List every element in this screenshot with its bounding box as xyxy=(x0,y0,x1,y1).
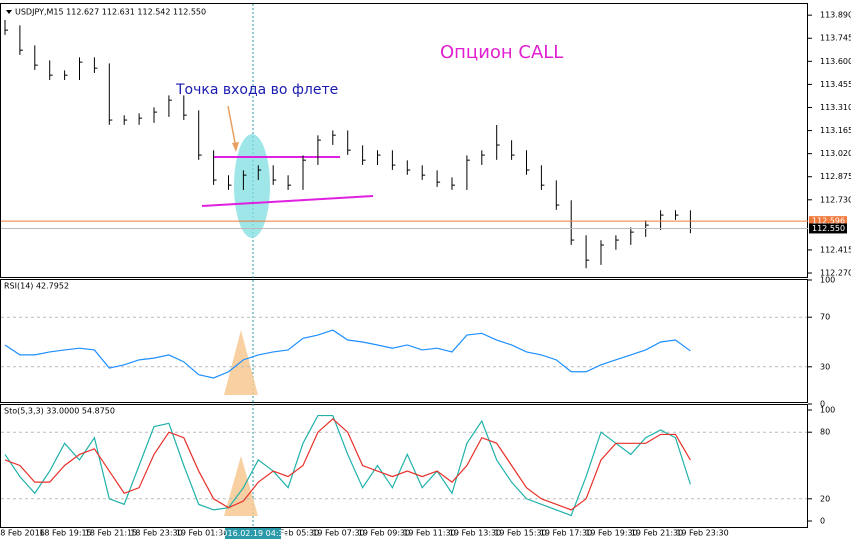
y-tick-label: 112.415 xyxy=(820,245,851,254)
stoch-triangle xyxy=(224,456,258,516)
price-label: 112.550 xyxy=(812,224,845,233)
y-tick-label: 20 xyxy=(820,494,830,503)
y-tick-label: 113.455 xyxy=(820,80,851,89)
y-tick-label: 113.165 xyxy=(820,126,851,135)
x-tick-label: 19 Feb 13:30 xyxy=(449,529,501,538)
y-tick-label: 0 xyxy=(820,400,825,409)
y-tick-label: 0 xyxy=(820,517,825,526)
x-tick-label: 18 Feb 19:15 xyxy=(39,529,91,538)
x-tick-label: 19 Feb 17:30 xyxy=(540,529,592,538)
call-label: Опцион CALL xyxy=(440,42,563,63)
rsi-panel xyxy=(0,279,808,403)
x-tick-label: 19 Feb 05:30 xyxy=(267,529,319,538)
flat-bottom-line xyxy=(201,195,374,207)
price-header: USDJPY,M15 112.627 112.631 112.542 112.5… xyxy=(15,8,206,17)
y-tick-label: 70 xyxy=(820,313,830,322)
arrow-head xyxy=(232,142,239,152)
x-tick-label: 19 Feb 23:30 xyxy=(676,529,728,538)
x-tick-label: 19 Feb 15:30 xyxy=(494,529,546,538)
y-tick-label: 112.730 xyxy=(820,195,851,204)
x-tick-label: 18 Feb 2016 xyxy=(0,529,45,538)
x-tick-label: 18 Feb 23:30 xyxy=(130,529,182,538)
stoch-panel xyxy=(0,404,808,528)
x-tick-label: 19 Feb 09:30 xyxy=(358,529,410,538)
entry-zone xyxy=(234,134,270,238)
price-label-box xyxy=(809,216,847,227)
arrow-shaft xyxy=(227,105,237,149)
price-label: 112.596 xyxy=(812,217,845,226)
x-tick-label: 19 Feb 07:30 xyxy=(312,529,364,538)
y-tick-label: 30 xyxy=(820,362,830,371)
y-tick-label: 113.890 xyxy=(820,11,851,20)
entry-label: Точка входа во флете xyxy=(175,82,338,98)
rsi-header: RSI(14) 42.7952 xyxy=(4,282,69,291)
stoch-header: Sto(5,3,3) 33.0000 54.8750 xyxy=(4,407,115,416)
indicator-line xyxy=(4,414,691,517)
crosshair-label-box xyxy=(225,528,281,539)
y-tick-label: 113.745 xyxy=(820,34,851,43)
y-tick-label: 112.875 xyxy=(820,172,851,181)
crosshair-label: 2016.02.19 04:30 xyxy=(217,529,288,538)
indicator-line xyxy=(4,418,691,511)
header-arrow xyxy=(6,10,12,14)
x-tick-label: 19 Feb 19:30 xyxy=(585,529,637,538)
y-tick-label: 113.020 xyxy=(820,149,851,158)
y-tick-label: 113.600 xyxy=(820,57,851,66)
x-tick-label: 19 Feb 11:30 xyxy=(403,529,455,538)
y-tick-label: 100 xyxy=(820,406,835,415)
x-tick-label: 18 Feb 21:15 xyxy=(85,529,137,538)
y-tick-label: 80 xyxy=(820,428,830,437)
price-label-box xyxy=(809,223,847,234)
indicator-line xyxy=(4,329,691,379)
x-tick-label: 19 Feb 01:30 xyxy=(176,529,228,538)
y-tick-label: 112.270 xyxy=(820,269,851,278)
price-panel xyxy=(0,3,808,278)
y-tick-label: 100 xyxy=(820,276,835,285)
x-tick-label: 19 Feb 21:30 xyxy=(631,529,683,538)
y-tick-label: 113.310 xyxy=(820,103,851,112)
